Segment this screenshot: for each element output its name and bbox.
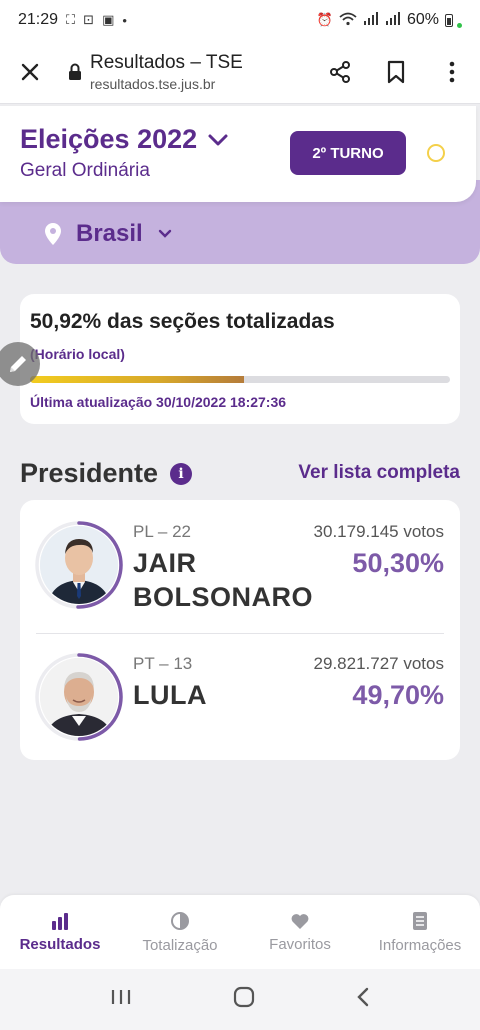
status-bar: 21:29 ⛶ ⊡ ▣ • ⏰ 60% [0,0,480,40]
chevron-down-icon [158,229,171,238]
edit-button[interactable] [0,342,40,386]
candidate-avatar [34,520,124,610]
back-icon [356,987,368,1007]
candidate-row[interactable]: PT – 13 LULA 29.821.727 votos 49,70% [20,640,460,764]
loading-indicator [427,144,445,162]
election-header: Eleições 2022 Geral Ordinária 2º TURNO [0,106,476,202]
status-time: 21:29 [18,11,59,28]
candidates-card: PL – 22 JAIR BOLSONARO 30.179.145 votos … [20,500,460,760]
pie-icon [171,911,189,930]
candidate-votes: 30.179.145 votos [313,522,444,541]
battery-icon [445,13,453,27]
heart-icon [291,913,309,929]
scan-icon: ⊡ [83,12,95,27]
bookmark-button[interactable] [368,40,424,104]
more-vert-icon [449,61,455,82]
share-icon [330,60,350,83]
bottom-navigation: Resultados Totalização Favoritos Informa… [0,895,480,969]
election-title: Eleições 2022 [20,124,198,154]
system-navigation-bar [0,969,480,1030]
vote-share-ring [35,653,123,741]
candidate-votes: 29.821.727 votos [313,654,444,673]
candidate-photo [40,526,118,604]
close-button[interactable] [0,40,60,104]
chevron-down-icon [208,134,228,145]
progress-fill [30,376,244,383]
candidate-photo [40,658,118,736]
nav-label: Informações [378,936,462,954]
candidate-name-line1: LULA [133,680,207,710]
nav-label: Resultados [19,935,101,953]
candidate-row[interactable]: PL – 22 JAIR BOLSONARO 30.179.145 votos … [20,508,460,632]
last-update: Última atualização 30/10/2022 18:27:36 [30,394,287,410]
dot-icon: • [122,12,127,28]
home-button[interactable] [233,986,255,1013]
region-label: Brasil [76,220,143,247]
local-time-note: (Horário local) [30,346,125,362]
election-selector[interactable]: Eleições 2022 [20,124,229,155]
browser-toolbar: Resultados – TSE resultados.tse.jus.br [0,40,480,104]
gallery-icon: ▣ [102,12,115,27]
turn-button[interactable]: 2º TURNO [290,131,406,175]
more-options-button[interactable] [424,40,480,104]
bookmark-icon [387,60,405,83]
nav-label: Totalização [142,936,218,954]
candidate-name: LULA [133,678,207,712]
nav-favorites[interactable]: Favoritos [240,895,360,969]
see-full-list-link[interactable]: Ver lista completa [298,462,460,483]
candidate-name: JAIR BOLSONARO [133,546,313,614]
location-pin-icon [45,223,61,245]
section-header: Presidente i [20,458,193,489]
info-icon[interactable]: i [170,462,193,485]
nav-label: Favoritos [269,935,331,953]
privacy-indicator [457,22,462,28]
progress-bar [30,376,450,383]
nav-totalization[interactable]: Totalização [120,895,240,969]
recent-apps-button[interactable] [110,988,132,1011]
nav-information[interactable]: Informações [360,895,480,969]
candidate-percent: 49,70% [352,680,444,710]
signal-icon [363,12,379,28]
screenshot-icon: ⛶ [66,12,76,27]
signal-icon-2 [385,12,401,28]
totalization-card: 50,92% das seções totalizadas (Horário l… [20,294,460,424]
bar-chart-icon [52,912,68,930]
address-bar[interactable]: Resultados – TSE resultados.tse.jus.br [90,52,312,92]
candidate-party: PL – 22 [133,522,191,541]
vote-share-ring [35,521,123,609]
alarm-icon: ⏰ [316,12,333,27]
candidate-avatar [34,652,124,742]
home-icon [233,986,255,1008]
share-button[interactable] [312,40,368,104]
candidate-name-line2: BOLSONARO [133,582,313,612]
candidate-percent: 50,30% [352,548,444,578]
election-subtitle: Geral Ordinária [20,160,150,181]
back-button[interactable] [356,986,370,1013]
document-icon [413,911,427,930]
page-title: Resultados – TSE [90,51,243,73]
recent-apps-icon [112,990,131,1004]
section-title: Presidente [20,458,159,488]
candidate-name-line1: JAIR [133,548,197,578]
lock-icon [60,63,90,81]
totalization-title: 50,92% das seções totalizadas [30,310,335,333]
nav-results[interactable]: Resultados [0,895,120,969]
battery-percent: 60% [406,11,439,28]
divider [36,633,444,634]
candidate-party: PT – 13 [133,654,193,673]
region-selector[interactable]: Brasil [44,220,173,248]
pencil-icon [10,356,26,372]
wifi-icon [339,12,357,29]
url-text: resultados.tse.jus.br [90,75,216,92]
close-icon [21,63,39,80]
